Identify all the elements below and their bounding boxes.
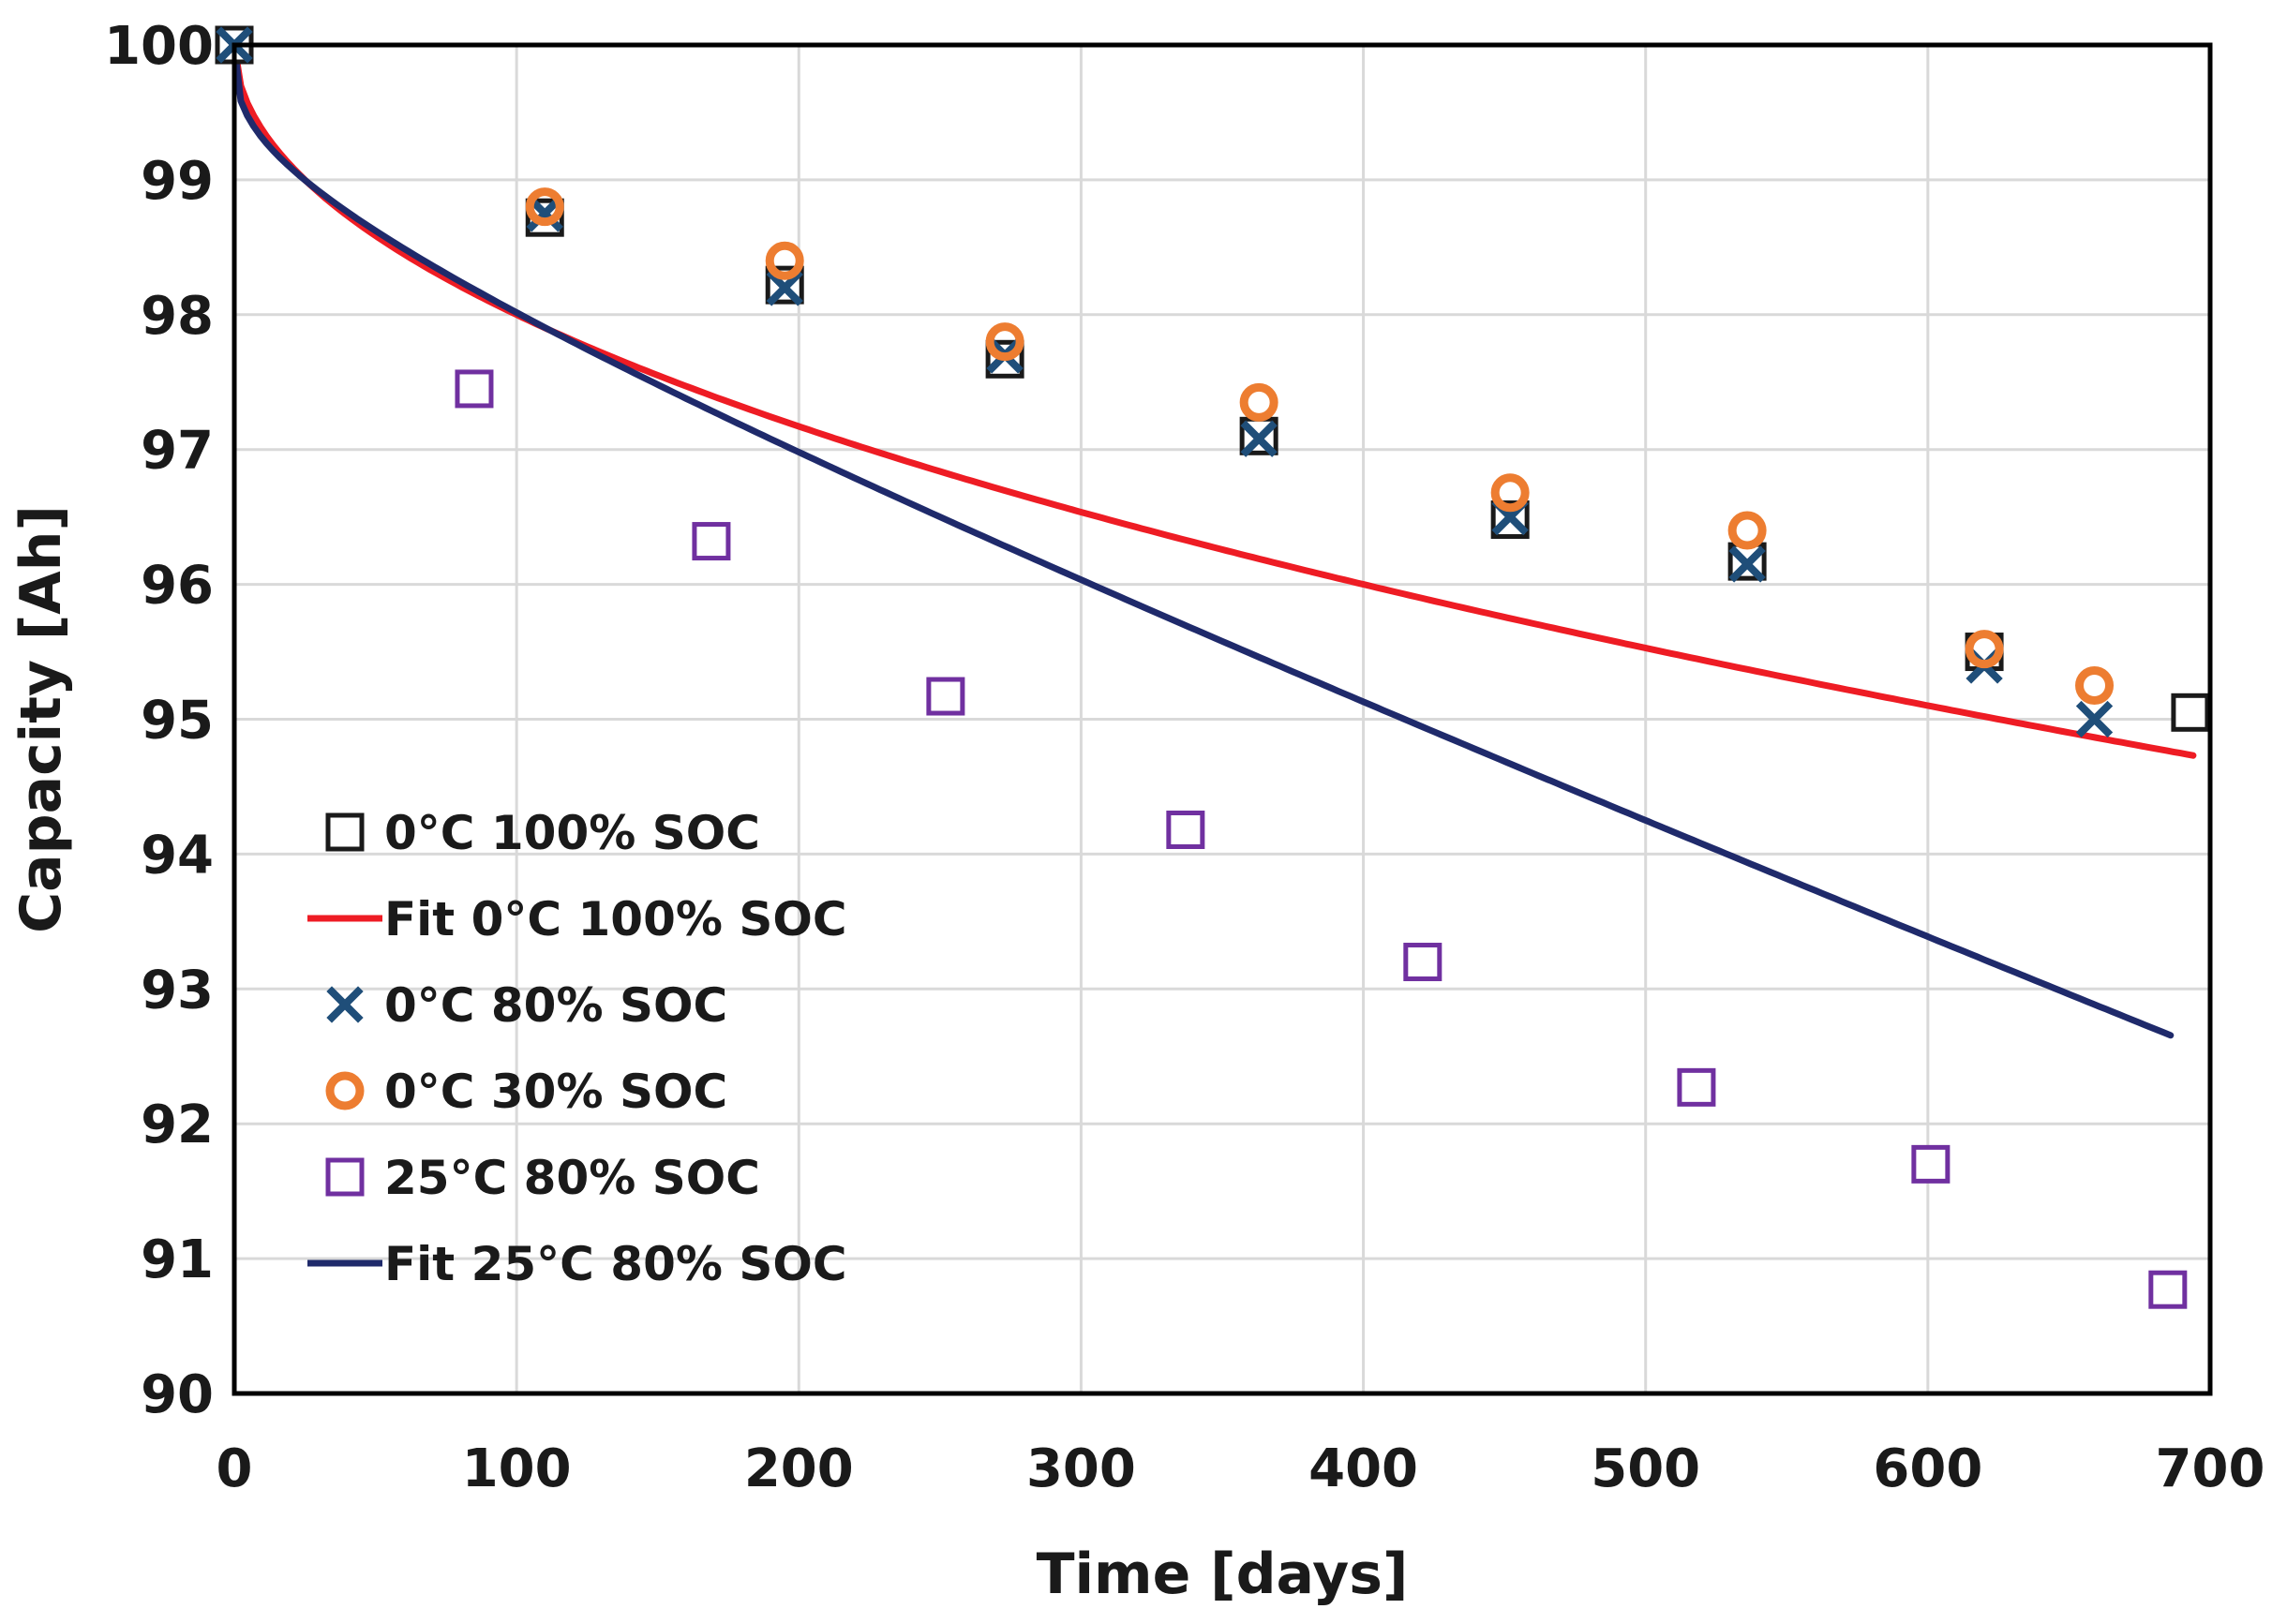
data-point [2148,1270,2188,1309]
legend-item: Fit 25°C 80% SOC [307,1237,847,1291]
legend-label: Fit 25°C 80% SOC [384,1237,847,1291]
x-marker-stroke [2075,700,2114,738]
legend-label: 25°C 80% SOC [384,1151,760,1205]
data-point [1240,420,1278,457]
y-tick-label: 99 [141,151,214,212]
data-point [1727,511,1767,550]
x-tick-label: 600 [1873,1438,1982,1499]
x-marker-stroke [326,986,364,1023]
x-marker-stroke [1240,420,1278,457]
x-tick-label: 100 [462,1438,572,1499]
x-tick-label: 300 [1026,1438,1136,1499]
legend-label: 0°C 80% SOC [384,978,727,1033]
x-axis-ticks: 0 100 200 300 400 500 600 700 [217,1438,2265,1499]
x-axis-label: Time [days] [1037,1542,1409,1607]
fit-line-series-1 [231,41,2197,759]
data-point [985,322,1024,362]
data-point [1239,382,1278,422]
plot-area-border [232,42,2213,1396]
legend-item: 25°C 80% SOC [325,1151,760,1205]
x-tick-label: 400 [1308,1438,1418,1499]
marker-series-2 [216,26,2114,738]
x-marker-stroke [766,269,803,306]
legend-label: Fit 0°C 100% SOC [384,892,847,946]
y-tick-label: 93 [141,960,214,1021]
y-tick-label: 100 [104,16,214,77]
y-tick-label: 92 [141,1095,214,1155]
data-point [926,677,965,716]
x-marker-stroke [1728,545,1766,583]
data-point [525,187,564,227]
y-tick-label: 91 [141,1229,214,1290]
y-tick-label: 94 [141,825,214,886]
data-point [1965,630,2004,669]
y-tick-label: 96 [141,556,214,617]
legend-marker-swatch [326,986,364,1023]
legend-marker-swatch [325,812,365,852]
legend-item: Fit 0°C 100% SOC [307,892,847,946]
data-point [1677,1067,1716,1107]
data-point [455,369,494,409]
x-tick-label: 500 [1591,1438,1700,1499]
fit-lines [231,41,2197,1039]
data-point [1911,1144,1951,1184]
data-point [765,241,804,280]
data-point [766,269,803,306]
y-tick-label: 90 [141,1364,214,1425]
data-points [215,25,2210,1309]
legend-item: 0°C 80% SOC [326,978,727,1033]
data-point [2075,700,2114,738]
y-axis-label: Capacity [Ah] [8,505,74,933]
x-tick-label: 200 [744,1438,854,1499]
legend-item: 0°C 30% SOC [325,1065,727,1119]
data-point [1728,545,1766,583]
marker-series-3 [525,187,2115,706]
data-point [1166,810,1205,849]
legend: 0°C 100% SOC Fit 0°C 100% SOC 0°C 80% SOC 0… [307,806,847,1291]
x-tick-label: 700 [2156,1438,2265,1499]
legend-item: 0°C 100% SOC [325,806,760,860]
data-point [1490,473,1530,513]
data-point [692,522,731,561]
legend-label: 0°C 100% SOC [384,806,760,860]
x-tick-label: 0 [217,1438,253,1499]
data-point [1403,943,1442,982]
y-tick-label: 97 [141,421,214,482]
y-axis-ticks: 90 91 92 93 94 95 96 97 98 99 100 [104,16,214,1425]
data-point [2075,666,2115,706]
y-tick-label: 95 [141,691,214,752]
legend-marker-swatch [325,1071,365,1110]
data-point [2171,693,2210,732]
legend-label: 0°C 30% SOC [384,1065,727,1119]
fit-line-series-5 [231,41,2175,1039]
y-tick-label: 98 [141,286,214,347]
legend-marker-swatch [325,1157,365,1197]
